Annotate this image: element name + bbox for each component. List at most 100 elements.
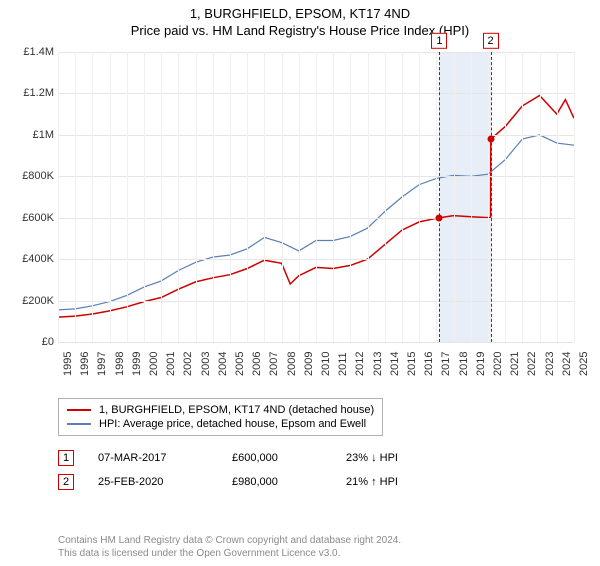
gridline-v — [282, 52, 283, 342]
gridline-v — [419, 52, 420, 342]
gridline-v — [299, 52, 300, 342]
gridline-v — [264, 52, 265, 342]
sale-marker-line — [439, 52, 440, 342]
sale-date: 07-MAR-2017 — [98, 452, 208, 464]
chart-title: 1, BURGHFIELD, EPSOM, KT17 4ND — [0, 6, 600, 21]
gridline-v — [454, 52, 455, 342]
y-tick-label: £1.2M — [10, 87, 54, 99]
y-tick-label: £1M — [10, 129, 54, 141]
gridline-h — [58, 342, 574, 343]
gridline-v — [178, 52, 179, 342]
legend: 1, BURGHFIELD, EPSOM, KT17 4ND (detached… — [58, 398, 574, 436]
gridline-v — [144, 52, 145, 342]
sale-marker-line — [491, 52, 492, 342]
gridline-v — [110, 52, 111, 342]
gridline-v — [230, 52, 231, 342]
x-tick-label: 2001 — [165, 352, 177, 376]
gridline-v — [247, 52, 248, 342]
gridline-v — [385, 52, 386, 342]
x-tick-label: 2018 — [458, 352, 470, 376]
y-tick-label: £400K — [10, 253, 54, 265]
x-tick-label: 2004 — [217, 352, 229, 376]
x-tick-label: 2002 — [182, 352, 194, 376]
gridline-v — [58, 52, 59, 342]
sale-row: 1 07-MAR-2017 £600,000 23% ↓ HPI — [58, 446, 436, 470]
y-tick-label: £0 — [10, 336, 54, 348]
sale-row: 2 25-FEB-2020 £980,000 21% ↑ HPI — [58, 470, 436, 494]
x-tick-label: 2025 — [578, 352, 590, 376]
chart-area: £0£200K£400K£600K£800K£1M£1.2M£1.4M 12 1… — [10, 52, 590, 392]
chart-subtitle: Price paid vs. HM Land Registry's House … — [0, 23, 600, 38]
gridline-v — [161, 52, 162, 342]
gridline-v — [333, 52, 334, 342]
x-tick-label: 2022 — [526, 352, 538, 376]
legend-item: HPI: Average price, detached house, Epso… — [67, 417, 374, 431]
sale-marker-box: 1 — [431, 33, 447, 49]
gridline-v — [436, 52, 437, 342]
x-tick-label: 1995 — [62, 352, 74, 376]
gridline-v — [127, 52, 128, 342]
legend-label: 1, BURGHFIELD, EPSOM, KT17 4ND (detached… — [99, 404, 374, 416]
attribution-line: This data is licensed under the Open Gov… — [58, 547, 401, 560]
sale-delta: 23% ↓ HPI — [346, 452, 436, 464]
attribution: Contains HM Land Registry data © Crown c… — [58, 534, 401, 560]
x-tick-label: 2019 — [475, 352, 487, 376]
plot-area: 12 — [58, 52, 574, 342]
legend-swatch — [67, 409, 91, 411]
gridline-v — [402, 52, 403, 342]
x-tick-label: 1997 — [96, 352, 108, 376]
y-tick-label: £1.4M — [10, 46, 54, 58]
gridline-v — [488, 52, 489, 342]
legend-box: 1, BURGHFIELD, EPSOM, KT17 4ND (detached… — [58, 398, 383, 436]
x-tick-label: 2024 — [561, 352, 573, 376]
gridline-v — [557, 52, 558, 342]
x-tick-label: 2023 — [544, 352, 556, 376]
x-tick-label: 2007 — [268, 352, 280, 376]
sale-date: 25-FEB-2020 — [98, 476, 208, 488]
x-tick-label: 1999 — [131, 352, 143, 376]
x-tick-label: 2005 — [234, 352, 246, 376]
gridline-v — [350, 52, 351, 342]
y-tick-label: £600K — [10, 212, 54, 224]
sale-delta: 21% ↑ HPI — [346, 476, 436, 488]
x-tick-label: 2017 — [440, 352, 452, 376]
x-tick-label: 2011 — [337, 352, 349, 376]
legend-swatch — [67, 423, 91, 425]
sale-index-box: 2 — [58, 474, 74, 490]
sale-price: £600,000 — [232, 452, 322, 464]
sale-marker-box: 2 — [483, 33, 499, 49]
x-tick-label: 2008 — [286, 352, 298, 376]
gridline-v — [471, 52, 472, 342]
x-tick-label: 1998 — [114, 352, 126, 376]
sales-table: 1 07-MAR-2017 £600,000 23% ↓ HPI 2 25-FEB-202… — [58, 446, 436, 494]
x-tick-label: 2016 — [423, 352, 435, 376]
gridline-v — [368, 52, 369, 342]
x-tick-label: 2014 — [389, 352, 401, 376]
sale-price: £980,000 — [232, 476, 322, 488]
x-tick-label: 2012 — [354, 352, 366, 376]
gridline-v — [540, 52, 541, 342]
x-tick-label: 2009 — [303, 352, 315, 376]
gridline-v — [505, 52, 506, 342]
x-tick-label: 2003 — [200, 352, 212, 376]
legend-item: 1, BURGHFIELD, EPSOM, KT17 4ND (detached… — [67, 403, 374, 417]
x-tick-label: 2013 — [372, 352, 384, 376]
gridline-v — [75, 52, 76, 342]
legend-label: HPI: Average price, detached house, Epso… — [99, 418, 366, 430]
y-tick-label: £200K — [10, 295, 54, 307]
chart-container: 1, BURGHFIELD, EPSOM, KT17 4ND Price pai… — [0, 6, 600, 566]
gridline-v — [92, 52, 93, 342]
sale-index-box: 1 — [58, 450, 74, 466]
gridline-v — [522, 52, 523, 342]
y-tick-label: £800K — [10, 170, 54, 182]
x-tick-label: 2021 — [509, 352, 521, 376]
x-tick-label: 2006 — [251, 352, 263, 376]
gridline-v — [316, 52, 317, 342]
gridline-v — [574, 52, 575, 342]
x-tick-label: 2020 — [492, 352, 504, 376]
gridline-v — [196, 52, 197, 342]
x-tick-label: 2015 — [406, 352, 418, 376]
sale-marker-dot — [436, 214, 443, 221]
gridline-v — [213, 52, 214, 342]
sale-marker-dot — [487, 136, 494, 143]
